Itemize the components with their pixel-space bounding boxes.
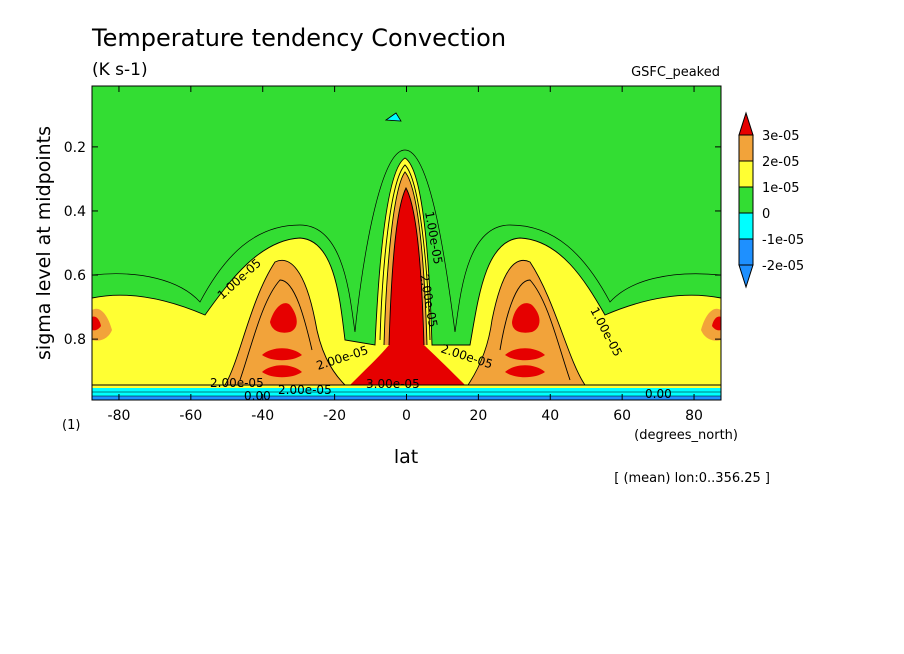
- contour-lines: [92, 149, 721, 397]
- x-tick-label: 60: [613, 408, 631, 424]
- colorbar-swatch: [738, 238, 754, 266]
- mean-annotation: [ (mean) lon:0..356.25 ]: [614, 471, 770, 486]
- y-axis-label: sigma level at midpoints: [33, 126, 55, 360]
- x-tick-label: 40: [541, 408, 559, 424]
- y-axis: 0.2 0.4 0.6 0.8: [64, 140, 721, 348]
- y-tick-label: 0.4: [64, 204, 86, 220]
- colorbar-swatch: [738, 186, 754, 214]
- x-tick-label: -80: [108, 408, 131, 424]
- x-tick-label: -40: [251, 408, 274, 424]
- x-tick-label: -20: [323, 408, 346, 424]
- region-3e-05: [92, 188, 721, 385]
- colorbar-swatch: [738, 134, 754, 162]
- x-tick-label: 80: [685, 408, 703, 424]
- y-units-label: (1): [62, 418, 80, 433]
- colorbar-label: 0: [762, 207, 770, 222]
- colorbar-swatch: [738, 160, 754, 188]
- x-tick-label: 20: [469, 408, 487, 424]
- colorbar-top-arrow: [738, 111, 754, 136]
- x-units-label: (degrees_north): [634, 428, 738, 443]
- x-axis-label: lat: [394, 446, 418, 468]
- colorbar-label: 3e-05: [762, 129, 800, 144]
- colorbar-label: -1e-05: [762, 233, 804, 248]
- chart-title: Temperature tendency Convection: [91, 24, 506, 52]
- x-axis: -80 -60 -40 -20 0 20 40 60 80: [108, 86, 703, 424]
- units-label: (K s-1): [92, 60, 148, 80]
- contour-label: 0.00: [645, 387, 672, 401]
- contour-label: 2.00e-05: [278, 383, 332, 397]
- colorbar-label: 2e-05: [762, 155, 800, 170]
- y-tick-label: 0.2: [64, 140, 86, 156]
- y-tick-label: 0.8: [64, 332, 86, 348]
- y-tick-label: 0.6: [64, 268, 86, 284]
- experiment-label: GSFC_peaked: [631, 65, 720, 80]
- colorbar: 3e-05 2e-05 1e-05 0 -1e-05 -2e-05: [738, 111, 804, 289]
- x-tick-label: -60: [179, 408, 202, 424]
- contour-label: 0.00: [244, 389, 271, 403]
- colorbar-bottom-arrow: [738, 264, 754, 289]
- colorbar-label: 1e-05: [762, 181, 800, 196]
- small-negative-feature: [384, 112, 402, 122]
- colorbar-label: -2e-05: [762, 259, 804, 274]
- contour-label: 3.00e-05: [366, 377, 420, 391]
- x-tick-label: 0: [402, 408, 411, 424]
- contour-label: 2.00e-05: [210, 376, 264, 390]
- colorbar-swatch: [738, 212, 754, 240]
- contour-field: 1.00e-05 1.00e-05 1.00e-05 2.00e-05 2.00…: [92, 86, 721, 403]
